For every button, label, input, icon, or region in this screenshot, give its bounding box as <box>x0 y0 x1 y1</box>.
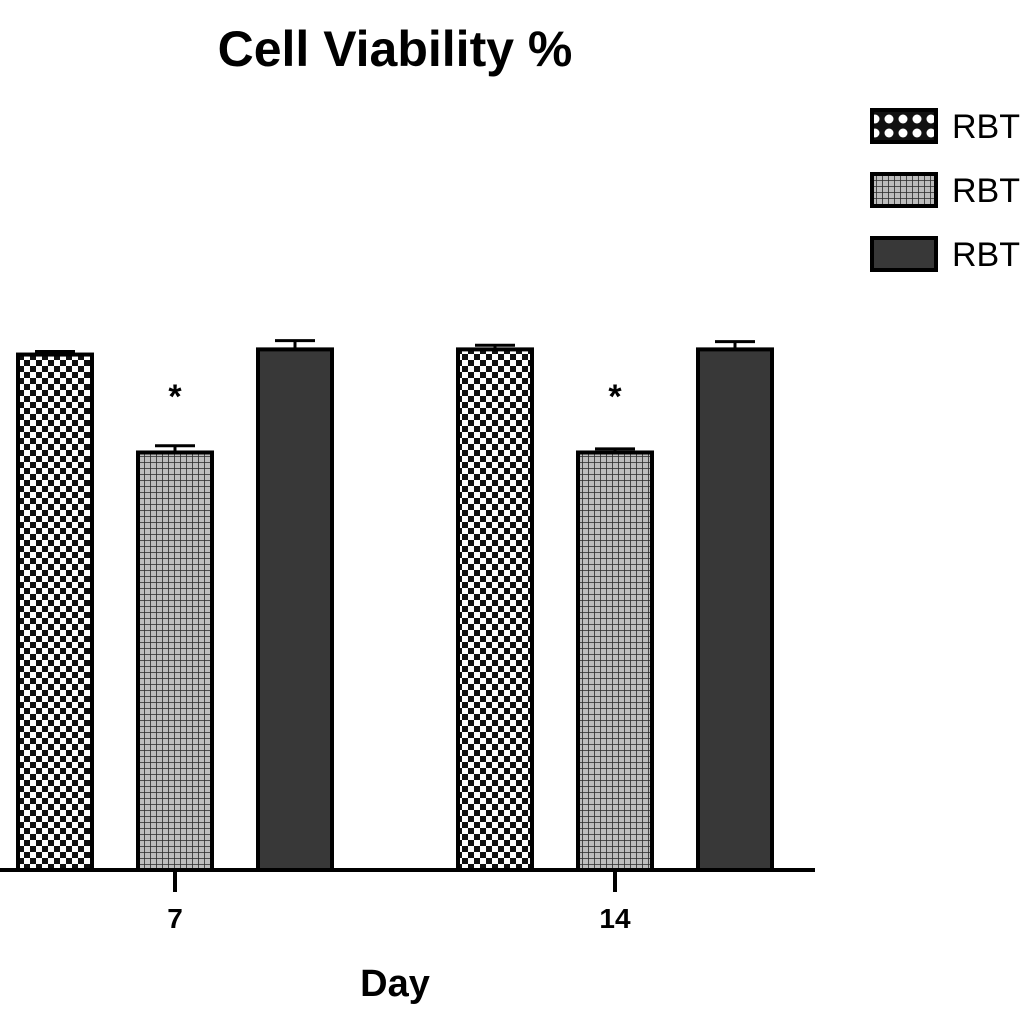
legend-swatch-1 <box>870 108 938 144</box>
error-bar-day7-series2 <box>155 444 195 453</box>
bar-day7-series1 <box>16 352 94 872</box>
significance-marker-day14: * <box>608 378 622 416</box>
error-bar-day7-series3 <box>275 339 315 350</box>
error-bar-day14-series3 <box>715 340 755 350</box>
legend-item-1: RBT <box>870 108 1020 146</box>
legend-label-2: RBT <box>952 172 1020 210</box>
error-bar-day7-series1 <box>35 349 75 355</box>
bar-day7-series2 <box>136 450 214 872</box>
error-bar-day14-series2 <box>595 447 635 453</box>
bar-day14-series2 <box>576 450 654 872</box>
legend-label-1: RBT <box>952 108 1020 146</box>
legend: RBT RBT RBT <box>870 108 1020 274</box>
error-bar-day14-series1 <box>475 343 515 350</box>
legend-swatch-3 <box>870 236 938 272</box>
error-bars-layer <box>35 339 755 453</box>
legend-item-3: RBT <box>870 236 1020 274</box>
bars-layer <box>16 347 774 872</box>
bar-day7-series3 <box>256 347 334 872</box>
bar-day14-series3 <box>696 347 774 872</box>
significance-marker-day7: * <box>168 378 182 416</box>
bar-day14-series1 <box>456 347 534 872</box>
chart-title: Cell Viability % <box>218 21 573 77</box>
legend-item-2: RBT <box>870 172 1020 210</box>
x-ticks-layer: 7 14 <box>167 870 631 934</box>
legend-swatch-2 <box>870 172 938 208</box>
annotations-layer: * * <box>168 378 622 416</box>
legend-label-3: RBT <box>952 236 1020 274</box>
x-axis-label: Day <box>360 963 430 1005</box>
x-tick-label-14: 14 <box>599 903 631 934</box>
x-tick-label-7: 7 <box>167 903 183 934</box>
